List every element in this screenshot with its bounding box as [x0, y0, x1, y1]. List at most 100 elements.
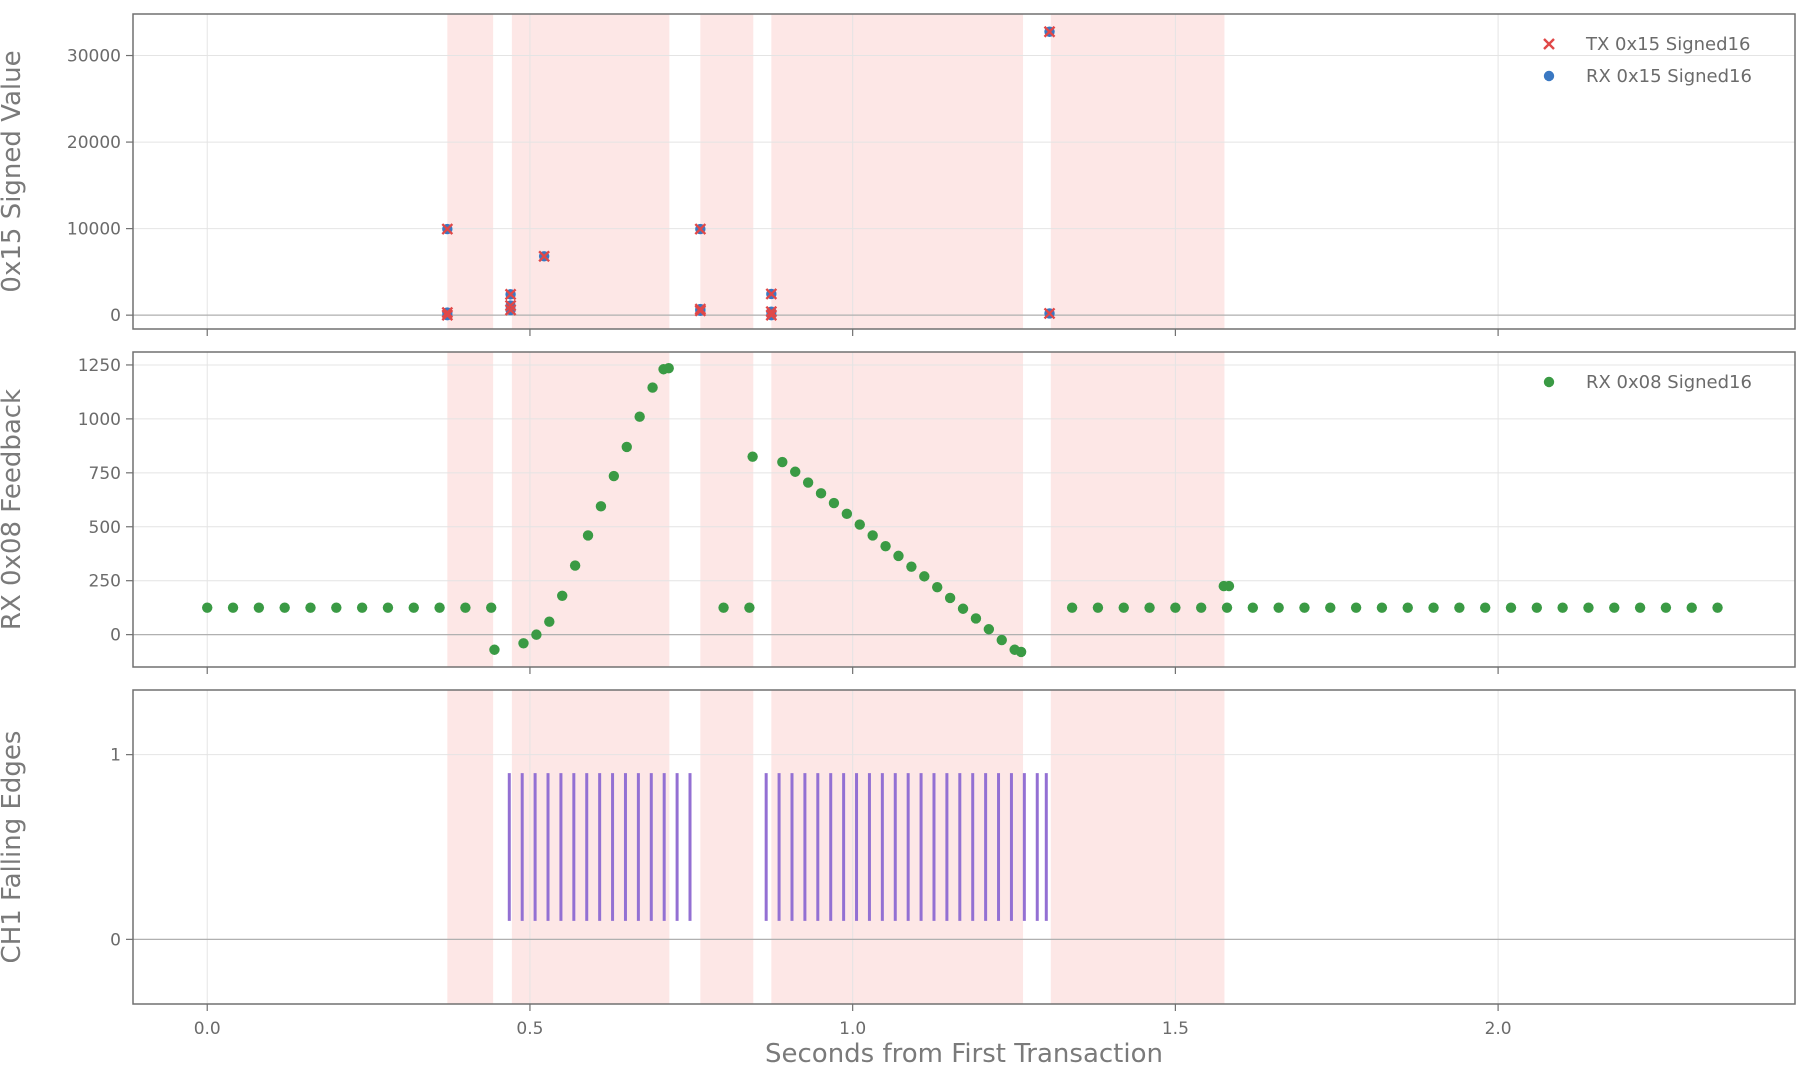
series-0-point-5 [331, 602, 342, 613]
series-0-point-6 [356, 602, 368, 613]
series-0-point-11 [486, 602, 497, 613]
shaded-span-0 [447, 14, 494, 329]
series-0-point-12 [765, 288, 778, 300]
series-0-point-3 [504, 304, 517, 316]
series-0-point-65 [1428, 602, 1439, 613]
x-tick-label-2: 1.0 [839, 1019, 866, 1039]
shaded-span-0 [447, 690, 494, 1004]
legend-label-1: RX 0x15 Signed16 [1586, 66, 1752, 87]
series-0-point-27 [744, 602, 755, 613]
series-0-point-49 [1066, 602, 1078, 613]
series-0-point-38 [893, 550, 904, 562]
series-0-point-43 [957, 603, 969, 614]
legend-label-0: RX 0x08 Signed16 [1586, 372, 1752, 393]
y-tick-label-3: 30000 [67, 47, 121, 67]
y-tick-label-2: 20000 [67, 133, 121, 153]
series-0-point-17 [569, 560, 581, 571]
legend-label-0: TX 0x15 Signed16 [1585, 34, 1750, 55]
series-0-point-44 [970, 613, 982, 624]
shaded-span-4 [1050, 352, 1225, 667]
y-tick-label-0: 0 [110, 626, 121, 646]
series-0-point-35 [854, 519, 865, 530]
series-0-point-19 [595, 501, 607, 512]
shaded-span-0 [447, 352, 494, 667]
x-axis-label: Seconds from First Transaction [765, 1039, 1163, 1069]
y-axis-label: 0x15 Signed Value [0, 50, 27, 292]
series-0-point-30 [790, 466, 801, 477]
x-tick-label-0: 0.0 [194, 1019, 221, 1039]
series-0-point-71 [1583, 602, 1594, 613]
series-0-point-36 [867, 530, 878, 541]
series-0-point-4 [504, 299, 517, 312]
series-0-point-22 [634, 411, 645, 422]
y-tick-label-3: 750 [89, 464, 121, 484]
series-0-point-42 [944, 592, 956, 604]
series-0-point-31 [802, 477, 814, 488]
series-0-point-7 [694, 304, 707, 317]
series-0-point-0 [441, 309, 454, 322]
series-0-point-57 [1221, 602, 1233, 613]
series-0-point-12 [489, 644, 500, 655]
series-0-point-2 [441, 223, 454, 235]
series-0-point-4 [305, 602, 316, 613]
x-tick-label-3: 1.5 [1162, 1019, 1189, 1039]
shaded-span-4 [1050, 690, 1225, 1004]
shaded-span-3 [771, 690, 1024, 1004]
series-0-point-33 [828, 497, 840, 509]
shaded-span-4 [1050, 14, 1225, 329]
series-0-point-0 [202, 602, 213, 613]
series-0-point-50 [1092, 602, 1104, 613]
y-tick-label-4: 1000 [78, 410, 121, 430]
series-0-point-2 [253, 602, 265, 613]
panel-rx-0x08-feedback: 0 250 500 750 1000 1250 RX 0x08 Feedback RX 0x0… [0, 351, 1796, 674]
series-0-point-75 [1686, 602, 1697, 613]
series-0-point-8 [408, 602, 419, 613]
x-tick-label-4: 2.0 [1485, 1019, 1512, 1039]
shaded-span-3 [771, 14, 1024, 329]
series-0-point-48 [1015, 646, 1027, 658]
series-0-point-16 [557, 590, 568, 602]
series-0-point-54 [1195, 602, 1207, 613]
shaded-span-1 [511, 690, 670, 1004]
series-0-point-13 [1043, 307, 1056, 320]
shaded-span-2 [700, 352, 754, 667]
y-tick-label-5: 1250 [78, 356, 121, 376]
series-0-point-6 [538, 250, 550, 263]
series-0-point-52 [1144, 602, 1155, 613]
series-0-point-8 [694, 303, 707, 315]
series-0-point-69 [1531, 602, 1543, 613]
y-axis-label: RX 0x08 Feedback [0, 389, 27, 630]
series-0-point-67 [1479, 602, 1491, 613]
y-axis-label: CH1 Falling Edges [0, 731, 27, 964]
series-0-point-11 [765, 305, 778, 318]
y-tick-label-0: 0 [110, 306, 121, 326]
series-0-point-23 [647, 382, 658, 393]
series-0-point-60 [1299, 602, 1310, 613]
series-0-point-29 [777, 456, 788, 468]
series-0-point-74 [1660, 602, 1672, 613]
panel-ch1-falling-edges: 0 1 0.0 0.5 1.0 1.5 2.0 CH1 Falling Edges Second… [0, 689, 1796, 1069]
series-0-point-59 [1273, 602, 1284, 613]
series-0-point-40 [919, 571, 930, 582]
series-0-point-7 [382, 602, 394, 613]
series-0-point-73 [1634, 602, 1646, 613]
y-tick-label-1: 250 [89, 572, 121, 592]
series-0-point-70 [1557, 602, 1568, 613]
series-0-point-25 [663, 362, 674, 374]
series-0-point-9 [694, 223, 707, 235]
series-0-point-10 [460, 602, 471, 613]
panel-frame [132, 351, 1796, 668]
shaded-span-1 [511, 352, 670, 667]
y-tick-label-2: 500 [89, 518, 121, 538]
series-0-point-10 [765, 309, 778, 322]
series-0-point-45 [983, 624, 995, 635]
y-tick-label-0: 0 [110, 930, 121, 950]
series-0-point-1 [227, 602, 239, 613]
series-0-point-51 [1118, 602, 1129, 613]
series-0-point-1 [441, 306, 454, 319]
series-0-point-61 [1325, 602, 1336, 613]
series-0-point-26 [718, 602, 729, 613]
panel-frame [132, 689, 1796, 1005]
panel-frame [132, 13, 1796, 330]
